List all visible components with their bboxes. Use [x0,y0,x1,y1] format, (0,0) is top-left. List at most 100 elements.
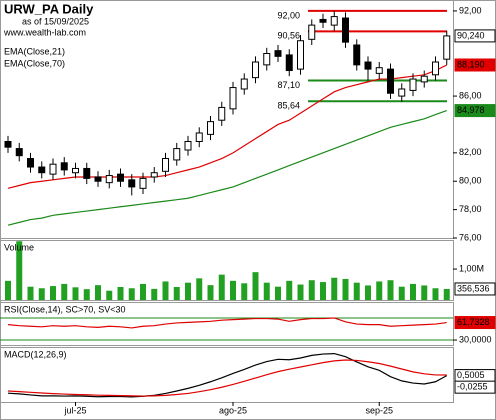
volume-bar [162,281,169,300]
candle-body [420,75,428,83]
candle-body [308,24,316,40]
last-value-label: 0,5005 [457,370,485,380]
candle-body [162,158,169,172]
line [7,110,447,226]
candle-body [83,167,91,179]
last-value-box [454,29,496,43]
volume-bar [140,283,146,300]
volume-bar [196,278,203,300]
chart-title: URW_PA Daily [4,1,94,16]
candle-body [60,162,68,171]
candle-body [184,140,192,151]
candle-body [173,148,181,161]
y-tick-label: 30,0000 [459,334,492,344]
y-tick-label: 80,00 [459,176,482,186]
volume-bar [320,282,326,300]
volume-bar [218,274,225,300]
line [7,359,447,397]
candle-body [297,40,304,70]
last-value-label: -0,0255 [457,382,488,392]
y-tick-label: 86,00 [459,90,482,100]
y-tick-label: 78,00 [459,204,482,214]
volume-bar [27,286,34,300]
candle-body [364,61,372,70]
candle-body [128,179,136,188]
volume-bar [432,288,439,300]
subtitle: as of 15/09/2025 [22,16,89,26]
level-label: 87,10 [277,80,300,90]
volume-bar [308,280,315,300]
y-tick-label: 82,00 [459,147,482,157]
volume-bar [173,287,180,300]
volume-bar [207,285,214,300]
volume-bar [128,288,135,300]
volume-bar [16,241,23,300]
candle-body [252,61,259,79]
panel-title: RSI(Close,14), SC>70, SV<30 [4,304,126,314]
panel-title: Volume [4,242,34,252]
legend-entry: EMA(Close,21) [4,46,65,56]
candle-body [218,106,226,121]
last-value-box [454,58,496,72]
last-value-label: 356,536 [457,283,490,293]
last-value-box [454,380,496,394]
candle-body [150,172,158,178]
volume-bar [38,288,45,300]
volume-bar [353,282,360,300]
volume-bar [95,285,101,300]
candle-body [105,175,113,184]
volume-bar [387,280,394,300]
line [7,317,447,329]
volume-bar [297,284,304,300]
volume-bar [443,288,450,300]
last-value-label: 90,240 [457,30,485,40]
last-value-box [454,104,496,118]
candle-body [117,173,124,182]
candle-body [330,16,338,26]
volume-bar [61,283,68,300]
volume-bar [50,286,56,300]
candle-body [353,44,361,66]
candle-body [263,53,271,66]
x-tick-label: jul-25 [63,405,86,415]
volume-bar [275,286,281,300]
candle-body [229,87,237,110]
last-value-label: 88,190 [457,59,485,69]
x-tick-label: sep-25 [365,405,393,415]
volume-bar [106,290,113,300]
volume-bar [252,272,259,300]
line [7,352,448,398]
volume-bar [230,280,236,300]
legend-entry: EMA(Close,70) [4,58,65,68]
candle-body [207,121,214,135]
level-label: 90,56 [277,31,300,41]
y-tick-label: 1,00M [459,263,484,273]
candle-body [240,78,248,90]
candle-body [27,158,34,168]
volume-bar [286,280,293,300]
candle-body [432,61,439,76]
last-value-label: 84,978 [457,105,485,115]
volume-bar [83,289,90,300]
candle-body [274,50,282,57]
source: www.wealth-lab.com [3,27,86,37]
volume-bar [342,278,349,300]
candle-body [72,167,79,174]
volume-bar [365,285,371,300]
candle-body [443,35,451,60]
volume-bar [410,283,416,300]
candle-body [387,68,394,94]
volume-bar [398,286,405,300]
candle-body [398,88,406,97]
candle-body [195,132,203,142]
last-value-box [454,316,496,330]
x-tick-label: ago-25 [219,405,247,415]
candle-body [139,177,147,189]
volume-bar [5,280,11,300]
level-label: 85,64 [277,101,300,111]
candle-body [409,78,417,91]
candle-body [49,163,57,175]
y-tick-label: 92,00 [459,5,482,15]
volume-bar [151,288,158,300]
